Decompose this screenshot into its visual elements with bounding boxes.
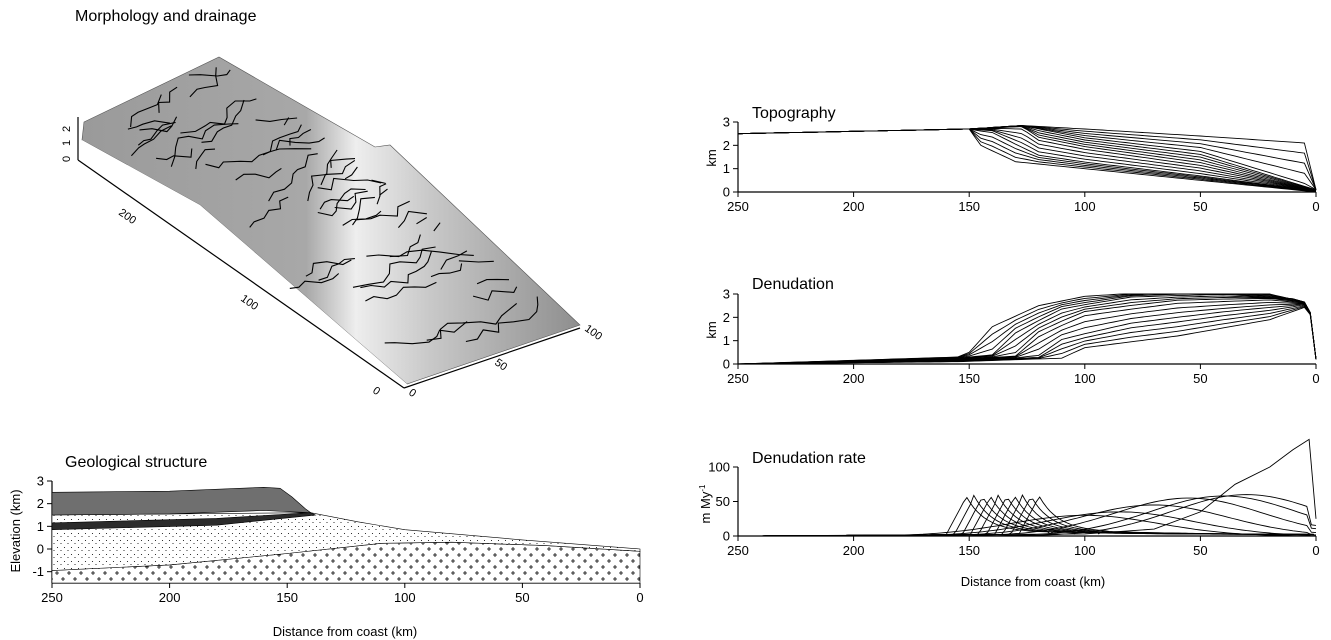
geology-x-tick-label: 150 — [276, 590, 298, 605]
topography-x-tick-label: 200 — [843, 199, 865, 214]
denudation_rate-y-tick-label: 0 — [723, 529, 730, 544]
denudation-y-tick-label: 0 — [723, 357, 730, 372]
geology-x-tick-label: 50 — [515, 590, 529, 605]
denudation-y-tick-label: 3 — [723, 287, 730, 302]
block-tick-along-100: 100 — [238, 293, 260, 313]
denudation-series-line — [738, 307, 1316, 364]
rate-ylabel: m My-1 — [698, 484, 713, 523]
denudation-chart: 250 200 150 100 50 0 0 1 2 3 — [723, 287, 1320, 387]
block-tick-v2: 2 — [61, 126, 73, 132]
denudation-series-line — [738, 298, 1316, 365]
denudation-x-tick-label: 0 — [1312, 371, 1319, 386]
denudation-series-line — [738, 304, 1316, 364]
denudation-y-tick-label: 1 — [723, 333, 730, 348]
topography-y-tick-label: 2 — [723, 138, 730, 153]
block-tick-v1: 1 — [61, 140, 73, 146]
geology-y-tick-label: 0 — [37, 542, 44, 557]
denudation-series-line — [738, 306, 1316, 365]
geology-xlabel: Distance from coast (km) — [273, 624, 417, 639]
denudation-rate-chart: 250 200 150 100 50 0 0 50 100 — [708, 439, 1319, 558]
denudation-x-tick-label: 200 — [843, 371, 865, 386]
denudation-x-tick-label: 150 — [958, 371, 980, 386]
topography-x-tick-label: 0 — [1312, 199, 1319, 214]
geology-x-tick-label: 200 — [159, 590, 181, 605]
geology-x-tick-label: 250 — [41, 590, 63, 605]
denudation-x-tick-label: 100 — [1074, 371, 1096, 386]
denudation_rate-x-tick-label: 0 — [1312, 543, 1319, 558]
denudation_rate-x-tick-label: 100 — [1074, 543, 1096, 558]
denudation_rate-x-tick-label: 150 — [958, 543, 980, 558]
topography-x-tick-label: 150 — [958, 199, 980, 214]
denudation-series-line — [738, 296, 1316, 364]
geology-y-tick-label: 2 — [37, 496, 44, 511]
denudation-x-tick-label: 250 — [727, 371, 749, 386]
rate-series-line-final — [738, 439, 1316, 536]
denudation_rate-x-tick-label: 200 — [843, 543, 865, 558]
topography-ylabel: km — [704, 149, 719, 166]
geology-chart: 250 200 150 100 50 0 -1 0 1 2 3 — [32, 474, 643, 606]
geology-x-tick-label: 100 — [394, 590, 416, 605]
denudation_rate-x-tick-label: 250 — [727, 543, 749, 558]
block-tick-v0: 0 — [61, 156, 73, 162]
topography-x-tick-label: 250 — [727, 199, 749, 214]
block-tick-across-0: 0 — [406, 387, 418, 400]
morphology-block-diagram: 0 1 2 200 100 0 0 50 100 — [61, 57, 604, 400]
geology-y-tick-label: -1 — [32, 564, 44, 579]
denudation_rate-y-tick-label: 100 — [708, 460, 730, 475]
denudation_rate-x-tick-label: 50 — [1193, 543, 1207, 558]
block-tick-along-0: 0 — [370, 385, 382, 398]
denudation-y-tick-label: 2 — [723, 310, 730, 325]
topography-y-tick-label: 1 — [723, 161, 730, 176]
grey-caprock-layer — [52, 487, 311, 515]
block-tick-along-200: 200 — [116, 207, 138, 227]
denudation-x-tick-label: 50 — [1193, 371, 1207, 386]
topography-x-tick-label: 50 — [1193, 199, 1207, 214]
denudation-ylabel: km — [704, 321, 719, 338]
geology-ylabel: Elevation (km) — [8, 489, 23, 572]
rate-xlabel: Distance from coast (km) — [961, 574, 1105, 589]
topography-chart: 250 200 150 100 50 0 0 1 2 3 — [723, 115, 1320, 215]
denudation-series-line — [738, 305, 1316, 364]
geology-x-tick-label: 0 — [636, 590, 643, 605]
svg-text:m My-1: m My-1 — [698, 484, 713, 523]
block-tick-across-50: 50 — [492, 357, 509, 374]
geology-y-tick-label: 3 — [37, 474, 44, 489]
denudation_rate-y-tick-label: 50 — [716, 494, 730, 509]
denudation-series-line — [738, 304, 1316, 364]
geology-y-tick-label: 1 — [37, 519, 44, 534]
topography-x-tick-label: 100 — [1074, 199, 1096, 214]
topography-y-tick-label: 0 — [723, 185, 730, 200]
topography-y-tick-label: 3 — [723, 115, 730, 130]
block-tick-across-100: 100 — [582, 323, 604, 343]
